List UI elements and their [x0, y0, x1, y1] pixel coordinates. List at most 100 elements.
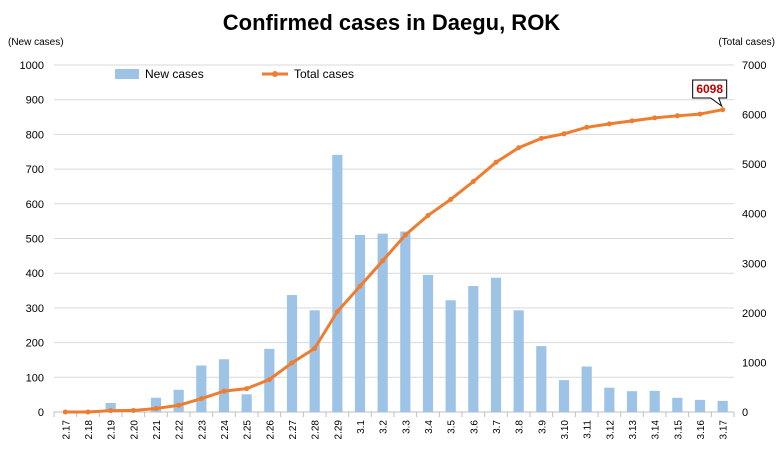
left-tick-label: 300	[26, 303, 44, 315]
right-tick-label: 1000	[742, 357, 766, 369]
bar	[445, 300, 456, 412]
x-tick-label: 2.21	[152, 420, 163, 440]
bar	[626, 391, 638, 412]
left-tick-label: 200	[26, 338, 44, 350]
bar	[468, 286, 479, 412]
x-tick-label: 3.2	[379, 420, 390, 434]
bar	[332, 154, 343, 413]
line-point	[244, 386, 250, 392]
x-tick-label: 3.3	[401, 420, 412, 434]
x-tick-label: 2.20	[129, 420, 140, 440]
x-tick-label: 3.13	[628, 420, 639, 440]
right-tick-label: 6000	[742, 110, 766, 122]
legend-swatch-new-cases	[115, 69, 139, 79]
legend-label-new-cases: New cases	[145, 67, 204, 81]
line-point	[62, 409, 68, 415]
right-tick-label: 0	[742, 407, 748, 419]
line-point	[334, 309, 340, 315]
line-point	[470, 178, 476, 184]
x-tick-label: 3.6	[469, 420, 480, 434]
right-tick-label: 5000	[742, 159, 766, 171]
bar	[558, 380, 570, 412]
bar	[196, 365, 207, 412]
bar	[513, 310, 524, 412]
x-tick-label: 3.7	[492, 420, 503, 434]
line-point	[402, 232, 408, 238]
bar	[218, 359, 230, 412]
bar	[649, 390, 660, 412]
left-tick-label: 500	[26, 234, 44, 246]
bar	[490, 277, 502, 412]
line-point	[108, 408, 114, 414]
left-tick-label: 800	[26, 129, 44, 141]
line-point	[357, 283, 363, 289]
x-tick-label: 2.19	[107, 420, 118, 440]
line-point	[652, 115, 658, 121]
line-point	[448, 196, 454, 202]
x-tick-label: 2.26	[265, 420, 276, 440]
chart-title: Confirmed cases in Daegu, ROK	[222, 10, 561, 35]
x-tick-label: 3.8	[515, 420, 526, 434]
right-tick-label: 7000	[742, 60, 766, 72]
line-point	[493, 159, 499, 165]
bar	[400, 231, 411, 412]
x-tick-label: 3.9	[537, 420, 548, 434]
line-point	[425, 212, 431, 218]
x-tick-label: 3.14	[651, 420, 662, 440]
line-point	[606, 121, 612, 127]
bar	[604, 387, 615, 412]
x-tick-label: 2.23	[197, 420, 208, 440]
bar	[536, 346, 547, 412]
annotation-label: 6098	[696, 82, 723, 96]
bar	[377, 233, 388, 412]
x-tick-label: 2.24	[220, 420, 231, 440]
x-tick-label: 2.27	[288, 420, 299, 440]
line-point	[380, 258, 386, 264]
line-point	[584, 124, 590, 130]
x-tick-label: 3.1	[356, 420, 367, 434]
line-point	[312, 345, 318, 351]
right-axis-label: (Total cases)	[718, 37, 775, 48]
x-tick-label: 3.17	[719, 420, 730, 440]
left-tick-label: 1000	[20, 60, 44, 72]
bar	[286, 295, 298, 412]
left-tick-label: 700	[26, 164, 44, 176]
left-tick-label: 600	[26, 199, 44, 211]
line-point	[538, 135, 544, 141]
left-tick-label: 100	[26, 372, 44, 384]
bar	[354, 235, 366, 412]
bar	[672, 397, 683, 412]
line-point	[176, 402, 182, 408]
left-tick-label: 400	[26, 268, 44, 280]
annotation-box	[692, 79, 728, 108]
bar	[309, 310, 320, 412]
x-tick-label: 3.15	[673, 420, 684, 440]
line-point	[85, 409, 91, 415]
line-point	[289, 360, 295, 366]
total-cases-line	[65, 108, 723, 414]
line-point	[561, 131, 567, 137]
line-point	[629, 118, 635, 124]
line-point	[674, 113, 680, 119]
x-tick-label: 3.16	[696, 420, 707, 440]
x-tick-label: 2.29	[333, 420, 344, 440]
line-point	[221, 388, 227, 394]
legend-label-total-cases: Total cases	[294, 67, 354, 81]
left-tick-label: 0	[38, 407, 44, 419]
x-tick-label: 3.10	[560, 420, 571, 440]
right-tick-label: 4000	[742, 209, 766, 221]
x-tick-label: 3.4	[424, 420, 435, 434]
line-point	[198, 396, 204, 402]
line-point	[153, 405, 159, 411]
bar	[150, 397, 162, 412]
line-point	[266, 377, 272, 383]
bar	[105, 402, 116, 412]
line-point	[697, 111, 703, 117]
bar	[717, 400, 728, 412]
line-point	[516, 145, 522, 151]
line-point	[720, 107, 726, 113]
x-tick-label: 3.12	[605, 420, 616, 440]
left-axis-label: (New cases)	[8, 37, 64, 48]
